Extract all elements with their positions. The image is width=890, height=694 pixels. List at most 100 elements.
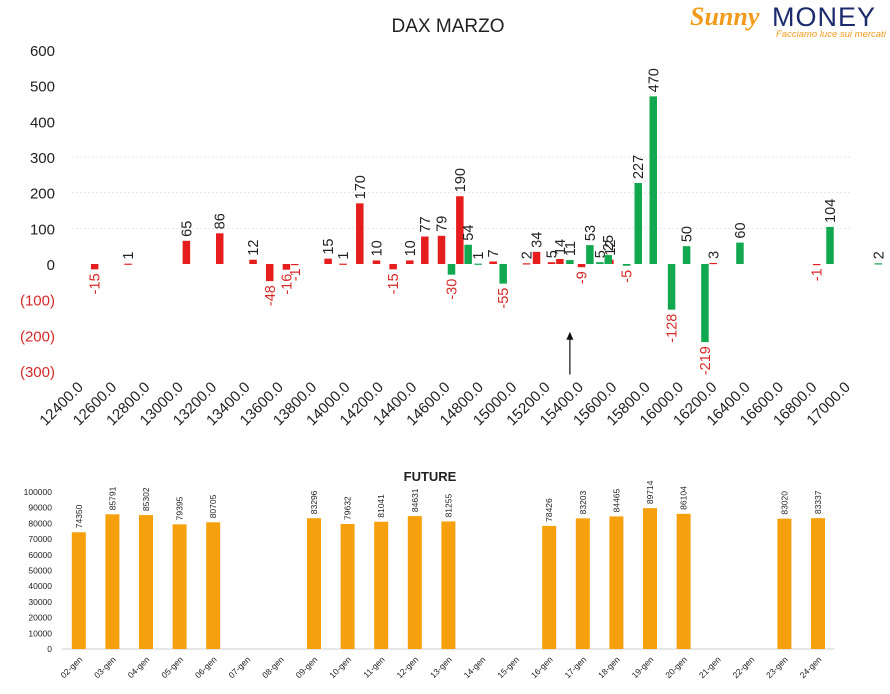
bar: [372, 260, 381, 264]
bar: [421, 236, 429, 264]
x-tick-label: 20-gen: [663, 654, 689, 680]
y-tick-label: (200): [20, 328, 55, 345]
bar: [90, 264, 99, 270]
y-tick-label: 400: [30, 114, 55, 131]
bar: [609, 516, 624, 649]
y-tick-label: 40000: [28, 581, 52, 591]
data-label: 3: [706, 251, 722, 259]
bar: [464, 244, 472, 264]
bar: [676, 513, 691, 649]
bar: [340, 523, 355, 649]
x-tick-label: 11-gen: [361, 654, 387, 680]
data-label: 11: [563, 241, 579, 256]
bar: [577, 264, 586, 268]
y-tick-label: 10000: [28, 628, 52, 638]
data-label: -5: [620, 270, 636, 283]
data-label: 77: [418, 216, 434, 232]
data-label: 2: [520, 251, 536, 259]
logo-tagline: Facciamo luce sui mercati: [776, 29, 886, 40]
bar: [249, 259, 257, 264]
data-label: 1: [336, 252, 352, 260]
x-tick-label: 06-gen: [193, 654, 219, 680]
data-label: 15: [321, 239, 337, 255]
data-label: 1: [471, 252, 487, 260]
data-label: 470: [646, 68, 662, 92]
bar: [736, 242, 744, 264]
bar: [682, 246, 691, 264]
data-label: 227: [631, 155, 647, 179]
bar: [456, 196, 464, 264]
chart-title: DAX MARZO: [392, 16, 505, 37]
logo-brand-b: MONEY: [772, 2, 877, 32]
bar: [622, 264, 631, 266]
x-tick-label: 05-gen: [159, 654, 185, 680]
bar: [441, 521, 456, 649]
bar: [709, 262, 718, 265]
bar: [172, 524, 187, 649]
bar: [356, 203, 364, 264]
data-label: 12: [603, 240, 619, 256]
x-tick-label: 10-gen: [327, 654, 353, 680]
bar: [643, 508, 657, 649]
x-tick-label: 24-gen: [798, 654, 824, 680]
bar: [215, 233, 224, 264]
bar: [547, 262, 556, 264]
bar: [826, 226, 834, 264]
data-label: 170: [353, 175, 369, 199]
bar: [389, 264, 397, 270]
bar: [542, 525, 557, 649]
bar: [182, 240, 191, 264]
bar: [407, 516, 422, 649]
data-label: 84631: [410, 488, 420, 512]
data-label: 1: [121, 252, 137, 260]
data-label: 53: [583, 225, 599, 241]
data-label: -15: [386, 273, 402, 294]
annotation-arrow-head: [566, 331, 574, 340]
y-tick-label: (100): [20, 293, 55, 310]
data-label: -1: [810, 268, 826, 281]
sunny-money-logo: Sunny MONEY Facciamo luce sui mercati: [690, 2, 886, 42]
data-label: 65: [179, 221, 195, 237]
bar: [324, 258, 332, 264]
data-label: 86: [213, 213, 229, 229]
logo-brand-a: Sunny: [690, 2, 760, 31]
bar: [339, 263, 347, 265]
data-label: 12: [246, 240, 262, 256]
bar: [437, 235, 446, 264]
bar: [777, 518, 792, 649]
data-label: -128: [665, 314, 681, 343]
bar: [105, 514, 120, 649]
x-tick-label: 23-gen: [764, 654, 790, 680]
y-tick-label: 0: [47, 644, 52, 654]
data-label: -30: [444, 279, 460, 300]
x-tick-label: 19-gen: [630, 654, 656, 680]
bar: [874, 263, 883, 265]
data-label: 80705: [208, 494, 218, 518]
y-tick-label: 500: [30, 79, 55, 96]
data-label: 85302: [141, 487, 151, 511]
bar: [139, 515, 153, 649]
bar: [701, 264, 709, 343]
bar: [649, 96, 657, 264]
data-label: -16: [279, 274, 295, 295]
bar: [556, 259, 564, 264]
bar: [266, 264, 274, 282]
y-tick-label: 70000: [28, 534, 52, 544]
x-tick-label: 15-gen: [495, 654, 521, 680]
bar: [566, 260, 574, 264]
bar: [532, 251, 541, 264]
x-tick-label: 04-gen: [126, 654, 152, 680]
y-tick-label: 60000: [28, 550, 52, 560]
x-tick-label: 02-gen: [58, 654, 84, 680]
bar: [124, 263, 132, 265]
bar: [811, 518, 825, 649]
bar: [499, 264, 507, 284]
data-label: 54: [461, 225, 477, 241]
data-label: 74350: [74, 504, 84, 528]
y-tick-label: 100: [30, 221, 55, 238]
x-tick-label: 08-gen: [260, 654, 286, 680]
y-tick-label: 20000: [28, 613, 52, 623]
x-tick-label: 22-gen: [730, 654, 756, 680]
data-label: 104: [823, 199, 839, 223]
